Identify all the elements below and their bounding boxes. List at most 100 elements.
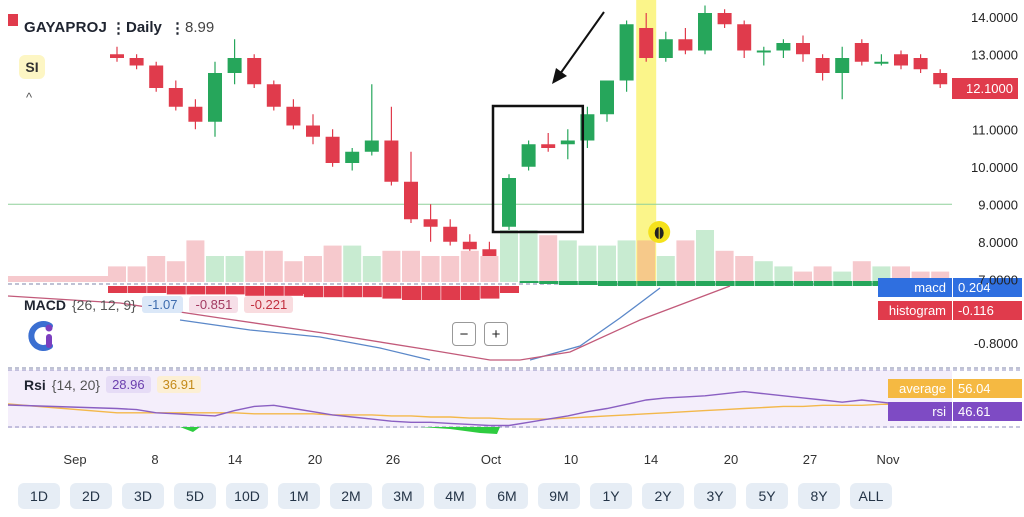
- volume-bar: [931, 271, 950, 282]
- volume-bar: [578, 245, 597, 282]
- range-button-10d[interactable]: 10D: [226, 483, 268, 509]
- candle: [737, 24, 752, 51]
- macd-hist-bar: [519, 281, 539, 283]
- rsi-tag-value: 46.61: [958, 404, 991, 419]
- range-button-2d[interactable]: 2D: [70, 483, 112, 509]
- si-button[interactable]: SI: [19, 55, 45, 79]
- candle: [384, 140, 399, 182]
- time-tick-label: Oct: [481, 452, 502, 467]
- candle: [874, 61, 889, 64]
- zoom-in-button[interactable]: +: [484, 322, 508, 346]
- range-button-3m[interactable]: 3M: [382, 483, 424, 509]
- annotation-box: [491, 104, 585, 234]
- candle: [364, 140, 379, 152]
- macd-hist-bar: [245, 286, 265, 296]
- macd-hist-bar: [794, 281, 813, 286]
- range-button-3y[interactable]: 3Y: [694, 483, 736, 509]
- macd-hist-bar: [676, 281, 696, 286]
- macd-pane: -0.8000 macd 0.204 histogram -0.116: [7, 278, 1022, 369]
- rsi-value: 28.96: [106, 376, 151, 393]
- rsi-title[interactable]: Rsi: [24, 376, 46, 393]
- range-button-2m[interactable]: 2M: [330, 483, 372, 509]
- macd-hist-bar: [656, 281, 676, 286]
- candle: [776, 43, 791, 51]
- app-logo-icon: [28, 321, 53, 351]
- range-button-all[interactable]: ALL: [850, 483, 892, 509]
- macd-hist-bar: [637, 281, 657, 286]
- range-button-4m[interactable]: 4M: [434, 483, 476, 509]
- volume-bar: [343, 245, 362, 282]
- macd-signal-value: -0.851: [189, 296, 239, 313]
- macd-value: -1.07: [141, 296, 184, 313]
- volume-bar: [166, 261, 185, 282]
- zoom-out-button[interactable]: −: [452, 322, 476, 346]
- volume-bar: [754, 261, 773, 282]
- candle: [306, 125, 320, 137]
- volume-bar: [245, 250, 264, 282]
- macd-hist-bar: [558, 281, 578, 285]
- price-tick-label: 14.0000: [971, 10, 1018, 25]
- macd-hist-bar: [225, 286, 245, 295]
- volume-bar: [774, 266, 793, 282]
- symbol-menu-icon[interactable]: ⋮: [111, 20, 126, 37]
- range-button-3d[interactable]: 3D: [122, 483, 164, 509]
- macd-hist-bar: [264, 286, 284, 296]
- rsi-oversold-fill: [420, 427, 500, 434]
- range-button-2y[interactable]: 2Y: [642, 483, 684, 509]
- volume-bar: [558, 240, 577, 282]
- candle: [404, 181, 418, 220]
- candle: [325, 136, 340, 163]
- macd-tag-histogram: [878, 301, 952, 320]
- macd-hist-bar: [382, 286, 402, 299]
- candle: [149, 65, 164, 88]
- range-button-1m[interactable]: 1M: [278, 483, 320, 509]
- macd-tag-value-bg: [953, 301, 1022, 320]
- interval-menu-icon[interactable]: ⋮: [170, 20, 185, 37]
- time-tick-label: 27: [803, 452, 817, 467]
- macd-hist-bar: [500, 286, 519, 293]
- annotation-arrow: [559, 11, 605, 75]
- volume-bar: [833, 271, 852, 282]
- macd-hist-bar: [696, 281, 715, 286]
- time-axis: Sep 8 14 20 26 Oct 10 14 20 27 Nov: [63, 452, 900, 467]
- rsi-tag-rsi: [888, 402, 952, 421]
- range-button-8y[interactable]: 8Y: [798, 483, 840, 509]
- macd-title[interactable]: MACD: [24, 296, 66, 313]
- candle: [560, 140, 575, 145]
- candle: [698, 13, 712, 51]
- candle: [423, 219, 438, 227]
- volume-bar: [284, 261, 303, 282]
- macd-hist-bar: [617, 281, 637, 286]
- macd-hist-value: -0.221: [244, 296, 294, 313]
- range-button-5y[interactable]: 5Y: [746, 483, 788, 509]
- range-button-1y[interactable]: 1Y: [590, 483, 632, 509]
- collapse-icon[interactable]: ^: [26, 90, 33, 105]
- volume-bar: [735, 256, 754, 282]
- volume-bar: [852, 261, 871, 282]
- range-button-5d[interactable]: 5D: [174, 483, 216, 509]
- candle: [443, 226, 458, 242]
- price-tick-label: 7.0000: [978, 272, 1018, 287]
- volume-bar: [656, 256, 675, 282]
- candle: [541, 144, 556, 148]
- macd-hist-bar: [480, 286, 500, 299]
- volume-bar: [480, 256, 499, 282]
- interval-label[interactable]: Daily: [126, 19, 162, 36]
- symbol-label[interactable]: GAYAPROJ: [24, 19, 108, 36]
- macd-tag-value-bg: [953, 278, 1022, 297]
- macd-hist-bar: [343, 286, 363, 298]
- rsi-params: {14, 20}: [51, 376, 101, 393]
- rsi-oversold-fill: [180, 427, 200, 432]
- range-button-1d[interactable]: 1D: [18, 483, 60, 509]
- candle: [815, 58, 830, 73]
- time-tick-label: 14: [228, 452, 242, 467]
- range-button-6m[interactable]: 6M: [486, 483, 528, 509]
- volume-bar: [264, 250, 283, 282]
- candle: [208, 73, 222, 122]
- range-button-9m[interactable]: 9M: [538, 483, 580, 509]
- time-tick-label: 20: [724, 452, 738, 467]
- rsi-tag-label: average: [899, 381, 946, 396]
- candle: [678, 39, 693, 51]
- macd-legend: MACD {26, 12, 9} -1.07 -0.851 -0.221: [24, 296, 294, 313]
- macd-hist-bar: [166, 286, 186, 295]
